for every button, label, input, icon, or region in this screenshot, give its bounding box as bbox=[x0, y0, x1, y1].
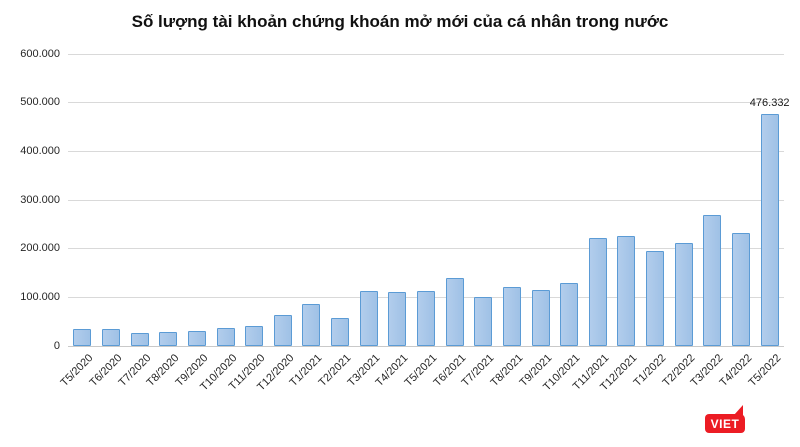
gridline-300.000 bbox=[68, 199, 784, 201]
gridline-200.000 bbox=[68, 248, 784, 250]
y-tick-label: 100.000 bbox=[20, 290, 60, 303]
data-label-T5/2022: 476.332 bbox=[749, 97, 790, 110]
bar-T3/2022 bbox=[703, 214, 722, 346]
bar-T12/2020 bbox=[273, 314, 292, 346]
bar-T10/2020 bbox=[216, 328, 235, 346]
bar-T4/2021 bbox=[388, 292, 407, 346]
bar-T6/2021 bbox=[445, 277, 464, 346]
gridline-0 bbox=[68, 345, 784, 347]
y-tick-label: 500.000 bbox=[20, 96, 60, 109]
y-tick-label: 400.000 bbox=[20, 144, 60, 157]
bar-T1/2021 bbox=[302, 304, 321, 346]
bar-T1/2022 bbox=[646, 251, 665, 346]
gridline-500.000 bbox=[68, 102, 784, 104]
bar-T3/2021 bbox=[359, 290, 378, 346]
bar-T10/2021 bbox=[560, 282, 579, 346]
bar-T11/2021 bbox=[588, 238, 607, 346]
y-tick-label: 300.000 bbox=[20, 193, 60, 206]
gridline-400.000 bbox=[68, 150, 784, 152]
bar-T12/2021 bbox=[617, 235, 636, 346]
y-tick-label: 600.000 bbox=[20, 47, 60, 60]
y-tick-label: 200.000 bbox=[20, 242, 60, 255]
bar-T11/2020 bbox=[245, 325, 264, 346]
bar-T7/2021 bbox=[474, 296, 493, 346]
viet-logo: VIET bbox=[705, 414, 745, 433]
bar-T9/2021 bbox=[531, 290, 550, 346]
bar-T4/2022 bbox=[732, 233, 751, 346]
chart-title: Số lượng tài khoản chứng khoán mở mới củ… bbox=[131, 12, 669, 31]
bar-T5/2020 bbox=[73, 329, 92, 346]
viet-logo-text: VIET bbox=[710, 416, 740, 431]
bar-T6/2020 bbox=[101, 328, 120, 346]
bar-T5/2021 bbox=[417, 290, 435, 346]
bar-T8/2021 bbox=[502, 287, 521, 346]
gridline-600.000 bbox=[68, 53, 784, 55]
bar-T2/2021 bbox=[331, 317, 350, 346]
bar-T5/2022 bbox=[760, 114, 779, 346]
y-tick-label: 0 bbox=[53, 339, 60, 352]
bar-T9/2020 bbox=[187, 330, 206, 346]
bar-T8/2020 bbox=[159, 331, 178, 346]
viet-logo-flag-icon bbox=[734, 405, 743, 415]
bar-T2/2022 bbox=[674, 243, 693, 346]
bar-T7/2020 bbox=[130, 332, 149, 346]
